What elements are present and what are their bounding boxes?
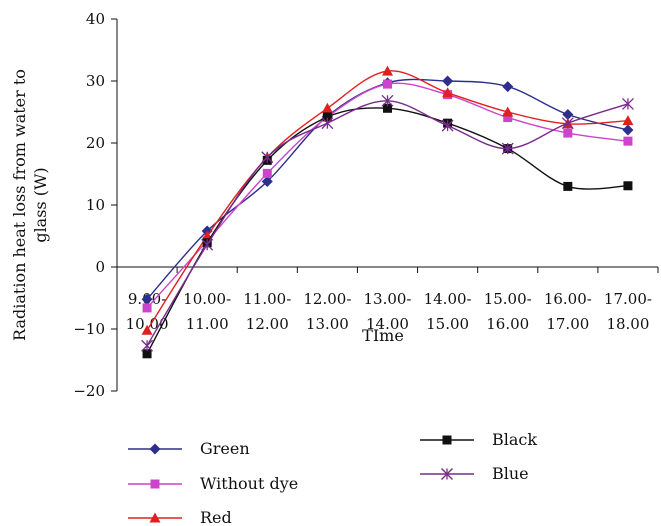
y-tick-label: −10 <box>73 320 105 338</box>
series-line <box>146 70 628 331</box>
legend: Green Without dye Red Black Blue <box>128 430 537 526</box>
data-point <box>503 113 513 123</box>
x-category-label-top: 13.00- <box>363 290 411 308</box>
data-point <box>142 303 152 313</box>
y-axis-title-line-1: Radiation heat loss from water to <box>10 69 29 341</box>
series-without-dye <box>142 79 633 313</box>
data-point <box>442 75 454 87</box>
data-point <box>562 108 574 120</box>
y-tick-label: 40 <box>86 10 105 28</box>
data-point <box>623 136 633 146</box>
data-point <box>563 181 573 191</box>
x-category-label-top: 12.00- <box>303 290 351 308</box>
data-point <box>262 168 272 178</box>
data-point <box>261 151 274 164</box>
series-blue <box>141 94 634 352</box>
data-point <box>502 106 514 117</box>
x-category-label-bottom: 16.00 <box>486 315 529 333</box>
y-tick-label: 30 <box>86 72 105 90</box>
legend-label: Black <box>492 430 537 449</box>
data-point <box>321 117 334 130</box>
data-point <box>261 175 273 187</box>
data-point <box>321 102 333 113</box>
x-axis-title: TIme <box>362 326 404 345</box>
y-tick-label: −20 <box>73 382 105 400</box>
y-axis: −20 −10 0 10 20 30 40 <box>73 10 118 400</box>
x-category-label-top: 14.00- <box>424 290 472 308</box>
x-category-label-bottom: 12.00 <box>246 315 289 333</box>
x-category-label-top: 16.00- <box>544 290 592 308</box>
data-point <box>561 117 574 130</box>
x-category-label-top: 15.00- <box>484 290 532 308</box>
y-tick-label: 10 <box>86 196 105 214</box>
legend-item: Blue <box>420 464 529 483</box>
data-point <box>563 128 573 138</box>
legend-marker <box>149 512 161 523</box>
x-category-label-bottom: 18.00 <box>606 315 649 333</box>
legend-item: Green <box>128 439 250 458</box>
x-category-label-bottom: 15.00 <box>426 315 469 333</box>
data-point <box>623 181 633 191</box>
data-point <box>442 87 454 98</box>
data-point <box>142 349 152 359</box>
legend-label: Without dye <box>200 474 298 493</box>
data-point <box>622 124 634 136</box>
series-line <box>146 100 629 347</box>
data-point <box>622 115 634 126</box>
data-point <box>141 293 153 305</box>
legend-marker <box>150 479 160 489</box>
legend-item: Black <box>420 430 537 449</box>
x-category-label-bottom: 14.00 <box>366 315 409 333</box>
legend-label: Red <box>200 508 232 526</box>
data-point <box>322 112 332 122</box>
x-axis: 9.00-10.0010.00-11.0011.00-12.0012.00-13… <box>116 266 659 333</box>
x-category-label-top: 10.00- <box>183 290 231 308</box>
data-point <box>141 339 154 352</box>
data-point <box>381 94 394 107</box>
data-point <box>502 81 514 93</box>
x-category-label-bottom: 17.00 <box>546 315 589 333</box>
x-category-label-bottom: 13.00 <box>306 315 349 333</box>
legend-item: Without dye <box>128 474 298 493</box>
x-category-label-top: 11.00- <box>243 290 291 308</box>
series-layer <box>141 65 634 359</box>
y-tick-label: 0 <box>95 258 105 276</box>
legend-marker <box>441 468 453 480</box>
data-point <box>383 79 392 89</box>
data-point <box>441 119 454 132</box>
legend-label: Green <box>200 439 250 458</box>
legend-item: Red <box>128 508 232 526</box>
x-category-label-bottom: 11.00 <box>186 315 229 333</box>
data-point <box>201 238 214 251</box>
x-category-label-top: 17.00- <box>604 290 652 308</box>
y-tick-label: 20 <box>86 134 105 152</box>
y-axis-title-line-2: glass (W) <box>31 167 50 242</box>
data-point <box>382 65 393 76</box>
data-point <box>383 103 392 113</box>
data-point <box>141 324 153 335</box>
data-point <box>501 142 514 155</box>
legend-marker <box>442 435 452 445</box>
series-line <box>146 82 629 309</box>
legend-marker <box>149 443 161 455</box>
legend-label: Blue <box>492 464 529 483</box>
data-point <box>621 97 634 110</box>
